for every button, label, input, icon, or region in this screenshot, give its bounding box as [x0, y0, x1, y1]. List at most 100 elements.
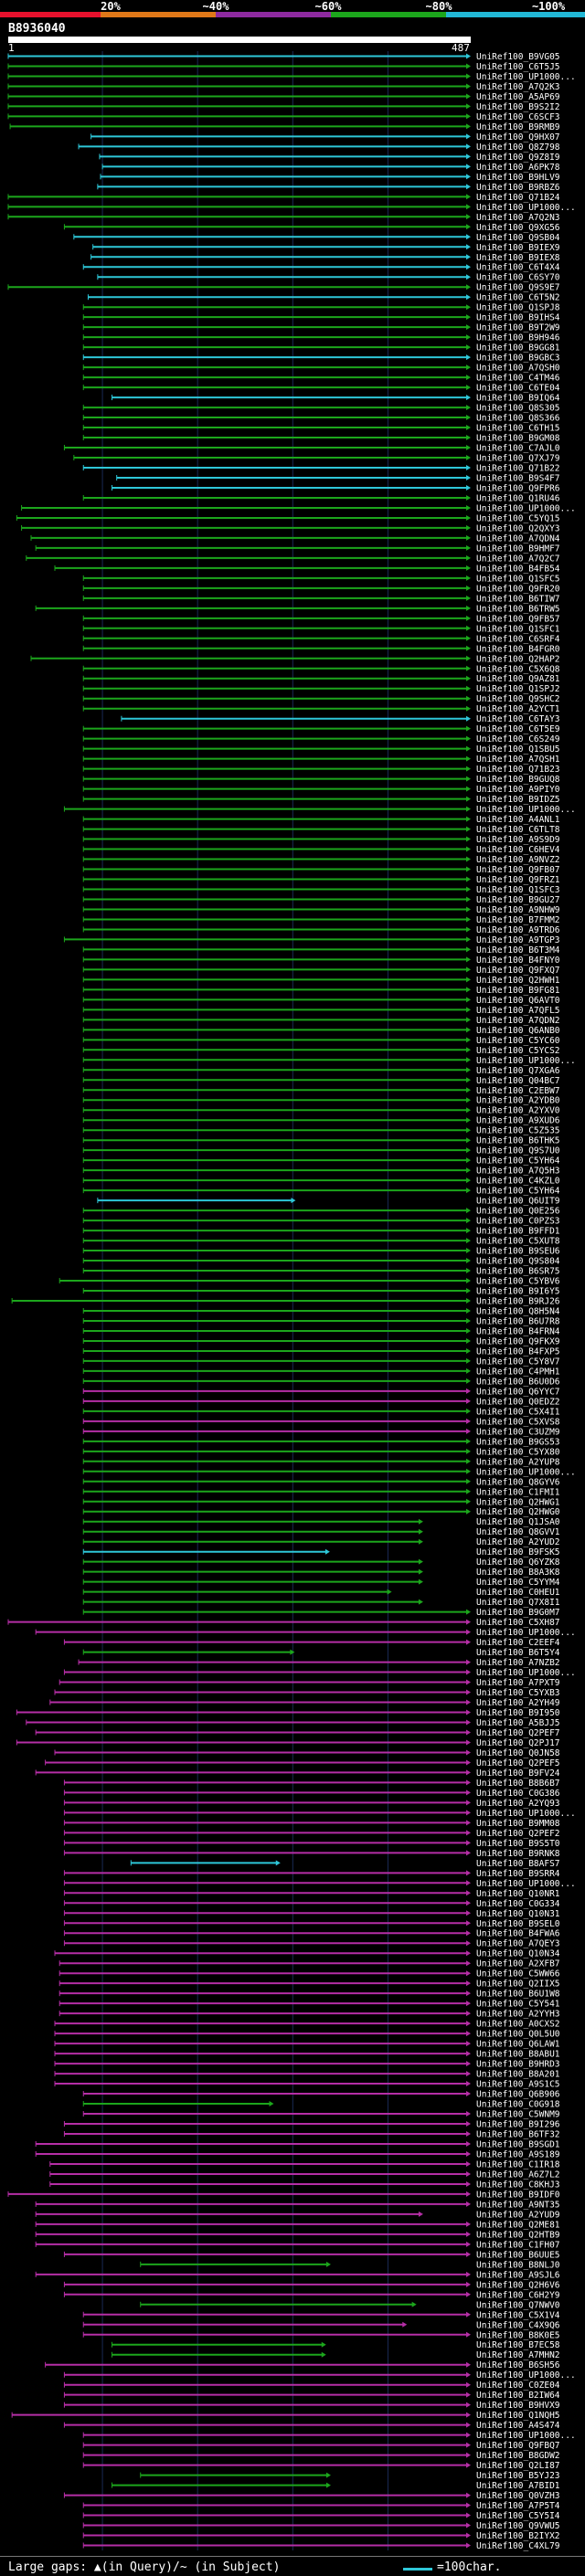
hit-label[interactable]: UniRef100_C6TE04 [476, 384, 560, 394]
hit-label[interactable]: UniRef100_Q2HWG1 [476, 1497, 560, 1507]
hit-label[interactable]: UniRef100_A2YH49 [476, 1698, 560, 1708]
hit-label[interactable]: UniRef100_B9FV24 [476, 1768, 560, 1779]
hit-label[interactable]: UniRef100_B5YJ23 [476, 2471, 560, 2481]
hit-label[interactable]: UniRef100_C5WNM9 [476, 2110, 560, 2120]
hit-label[interactable]: UniRef100_Q8H5N4 [476, 1306, 560, 1316]
hit-label[interactable]: UniRef100_C6TAY3 [476, 714, 560, 724]
hit-label[interactable]: UniRef100_B6SR75 [476, 1267, 560, 1277]
hit-label[interactable]: UniRef100_B9I296 [476, 2120, 560, 2130]
hit-label[interactable]: UniRef100_Q9FKX9 [476, 1336, 560, 1346]
hit-label[interactable]: UniRef100_Q0JN58 [476, 1748, 560, 1758]
hit-label[interactable]: UniRef100_C6H2Y9 [476, 2290, 560, 2300]
hit-label[interactable]: UniRef100_Q6ANB0 [476, 1026, 560, 1036]
hit-label[interactable]: UniRef100_A9NHW9 [476, 905, 560, 915]
hit-label[interactable]: UniRef100_B9RNK8 [476, 1849, 560, 1859]
hit-label[interactable]: UniRef100_C0G918 [476, 2100, 560, 2110]
hit-label[interactable]: UniRef100_A2YCT1 [476, 704, 560, 714]
hit-label[interactable]: UniRef100_B8NLJ0 [476, 2260, 560, 2270]
hit-label[interactable]: UniRef100_B9GU27 [476, 895, 560, 905]
hit-label[interactable]: UniRef100_Q8GVV1 [476, 1527, 560, 1537]
hit-label[interactable]: UniRef100_C5XH87 [476, 1618, 560, 1628]
hit-label[interactable]: UniRef100_B6T3M4 [476, 945, 560, 955]
hit-label[interactable]: UniRef100_Q2PJ17 [476, 1738, 560, 1748]
hit-label[interactable]: UniRef100_Q1JSA0 [476, 1517, 560, 1527]
hit-label[interactable]: UniRef100_A7QDN4 [476, 533, 560, 544]
hit-label[interactable]: UniRef100_Q2HWH1 [476, 976, 560, 986]
hit-label[interactable]: UniRef100_C5X6Q8 [476, 664, 560, 674]
hit-label[interactable]: UniRef100_B9FSK5 [476, 1547, 560, 1557]
hit-label[interactable]: UniRef100_Q0EDZ2 [476, 1397, 560, 1407]
hit-label[interactable]: UniRef100_C2EEF4 [476, 1638, 560, 1648]
hit-label[interactable]: UniRef100_A5BJJ5 [476, 1718, 560, 1728]
hit-label[interactable]: UniRef100_UP1000... [476, 2431, 576, 2441]
hit-label[interactable]: UniRef100_Q1SFC3 [476, 885, 560, 895]
hit-label[interactable]: UniRef100_B8A201 [476, 2070, 560, 2080]
hit-label[interactable]: UniRef100_B2IW64 [476, 2391, 560, 2401]
hit-label[interactable]: UniRef100_B9RMB9 [476, 122, 560, 132]
hit-label[interactable]: UniRef100_B7EC58 [476, 2340, 560, 2350]
hit-label[interactable]: UniRef100_C7AJL0 [476, 444, 560, 454]
hit-label[interactable]: UniRef100_A9S9D9 [476, 835, 560, 845]
hit-label[interactable]: UniRef100_C0ZE04 [476, 2381, 560, 2391]
hit-label[interactable]: UniRef100_B2IYX2 [476, 2531, 560, 2541]
hit-label[interactable]: UniRef100_C5Y5I4 [476, 2511, 560, 2521]
hit-label[interactable]: UniRef100_B7FMM2 [476, 915, 560, 925]
hit-label[interactable]: UniRef100_Q71B22 [476, 464, 560, 474]
hit-label[interactable]: UniRef100_B8GDW2 [476, 2451, 560, 2461]
hit-label[interactable]: UniRef100_A7QEY3 [476, 1939, 560, 1949]
hit-label[interactable]: UniRef100_B9SRR4 [476, 1869, 560, 1879]
hit-label[interactable]: UniRef100_A5AP69 [476, 92, 560, 102]
hit-label[interactable]: UniRef100_C4XL79 [476, 2541, 560, 2551]
hit-label[interactable]: UniRef100_A0CXS2 [476, 2020, 560, 2030]
hit-label[interactable]: UniRef100_A7Q5H3 [476, 1167, 560, 1177]
hit-label[interactable]: UniRef100_B6U1W8 [476, 1990, 560, 2000]
hit-label[interactable]: UniRef100_B6THK5 [476, 1136, 560, 1146]
hit-label[interactable]: UniRef100_C6T5E9 [476, 724, 560, 734]
hit-label[interactable]: UniRef100_B8A3K8 [476, 1568, 560, 1578]
hit-label[interactable]: UniRef100_B4FB54 [476, 564, 560, 574]
hit-label[interactable]: UniRef100_Q2PEF5 [476, 1758, 560, 1768]
hit-label[interactable]: UniRef100_C5YYM4 [476, 1578, 560, 1588]
hit-label[interactable]: UniRef100_Q2PEF2 [476, 1829, 560, 1839]
hit-label[interactable]: UniRef100_Q71B23 [476, 765, 560, 775]
hit-label[interactable]: UniRef100_B9HRD3 [476, 2060, 560, 2070]
hit-label[interactable]: UniRef100_B9IQ64 [476, 394, 560, 404]
hit-label[interactable]: UniRef100_C6S249 [476, 734, 560, 744]
hit-label[interactable]: UniRef100_B9FFD1 [476, 1227, 560, 1237]
hit-label[interactable]: UniRef100_UP1000... [476, 503, 576, 513]
hit-label[interactable]: UniRef100_Q1SPJ2 [476, 684, 560, 694]
hit-label[interactable]: UniRef100_A7NZB2 [476, 1658, 560, 1668]
hit-label[interactable]: UniRef100_UP1000... [476, 2370, 576, 2381]
hit-label[interactable]: UniRef100_B6TF32 [476, 2130, 560, 2140]
hit-label[interactable]: UniRef100_A2YUP8 [476, 1457, 560, 1467]
hit-label[interactable]: UniRef100_Q0L5U0 [476, 2030, 560, 2040]
hit-label[interactable]: UniRef100_B6TRW5 [476, 604, 560, 614]
hit-label[interactable]: UniRef100_Q2HAP2 [476, 654, 560, 664]
hit-label[interactable]: UniRef100_Q9XG56 [476, 223, 560, 233]
hit-label[interactable]: UniRef100_Q0VZH3 [476, 2491, 560, 2501]
hit-label[interactable]: UniRef100_B9S2I2 [476, 102, 560, 112]
hit-label[interactable]: UniRef100_Q9AZ81 [476, 674, 560, 684]
hit-label[interactable]: UniRef100_A6Z7L2 [476, 2170, 560, 2180]
hit-label[interactable]: UniRef100_A7QSH1 [476, 755, 560, 765]
hit-label[interactable]: UniRef100_B9HVX9 [476, 2401, 560, 2411]
hit-label[interactable]: UniRef100_A7Q2C7 [476, 554, 560, 564]
hit-label[interactable]: UniRef100_C6T5N2 [476, 293, 560, 303]
hit-label[interactable]: UniRef100_B9IEX8 [476, 253, 560, 263]
hit-label[interactable]: UniRef100_B9T2W9 [476, 323, 560, 333]
hit-label[interactable]: UniRef100_C5XUT8 [476, 1237, 560, 1247]
hit-label[interactable]: UniRef100_Q2HTB9 [476, 2230, 560, 2240]
hit-label[interactable]: UniRef100_C5Z535 [476, 1126, 560, 1136]
hit-label[interactable]: UniRef100_C6TH15 [476, 424, 560, 434]
hit-label[interactable]: UniRef100_B4FWA6 [476, 1929, 560, 1939]
hit-label[interactable]: UniRef100_Q8S366 [476, 414, 560, 424]
hit-label[interactable]: UniRef100_B9HMF7 [476, 544, 560, 554]
hit-label[interactable]: UniRef100_C6HEV4 [476, 845, 560, 855]
hit-label[interactable]: UniRef100_A7Q2K3 [476, 82, 560, 92]
hit-label[interactable]: UniRef100_B9IHS4 [476, 313, 560, 323]
hit-label[interactable]: UniRef100_Q6LAW1 [476, 2040, 560, 2050]
hit-label[interactable]: UniRef100_C0HEU1 [476, 1588, 560, 1598]
hit-label[interactable]: UniRef100_C5YBV6 [476, 1277, 560, 1287]
hit-label[interactable]: UniRef100_A7QFL5 [476, 1006, 560, 1016]
hit-label[interactable]: UniRef100_C6T4X4 [476, 263, 560, 273]
